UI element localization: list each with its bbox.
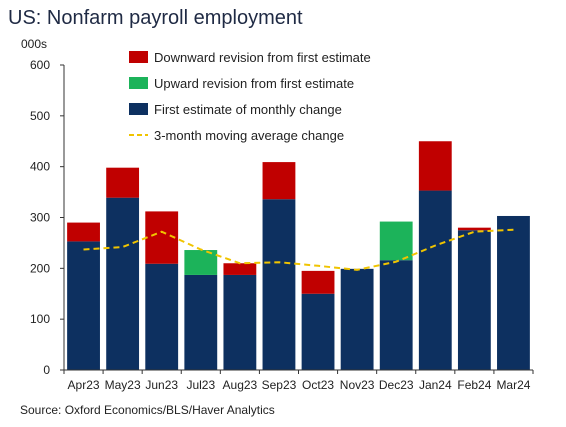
bar-first-estimate-Dec23: [379, 260, 413, 370]
bar-first-estimate-Jan24: [418, 190, 452, 370]
legend-label-upward: Upward revision from first estimate: [154, 76, 354, 91]
legend-label-moving-average: 3-month moving average change: [154, 128, 344, 143]
x-tick-label: May23: [105, 378, 141, 392]
legend-swatch-upward: [129, 77, 148, 89]
legend-label-first-estimate: First estimate of monthly change: [154, 102, 342, 117]
bar-first-estimate-Jul23: [184, 274, 218, 370]
bar-downward-revision-May23: [106, 167, 140, 198]
x-tick-label: Feb24: [457, 378, 491, 392]
y-tick-label: 200: [30, 261, 50, 275]
bar-downward-revision-Feb24: [457, 227, 491, 231]
x-tick-label: Mar24: [496, 378, 530, 392]
y-tick-label: 500: [30, 109, 50, 123]
bar-first-estimate-Mar24: [497, 215, 530, 370]
bar-upward-revision-Dec23: [379, 221, 413, 261]
bar-upward-revision-Jul23: [184, 250, 218, 275]
x-tick-label: Oct23: [302, 378, 334, 392]
bar-first-estimate-Apr23: [67, 241, 100, 370]
legend: Downward revision from first estimate Upw…: [129, 50, 371, 143]
x-tick-label: Dec23: [379, 378, 414, 392]
bars-layer: [67, 141, 530, 370]
x-tick-label: Jul23: [186, 378, 215, 392]
x-tick-label: Aug23: [223, 378, 258, 392]
bar-first-estimate-Nov23: [340, 268, 374, 370]
x-tick-label: Nov23: [340, 378, 375, 392]
chart-title: US: Nonfarm payroll employment: [8, 7, 303, 29]
axes-layer: 0 100 200 300 400 500 600 Apr23 May23 Jun23 Jul23 A…: [30, 58, 534, 392]
x-tick-label: Apr23: [68, 378, 100, 392]
bar-first-estimate-Jun23: [145, 263, 179, 370]
legend-swatch-first-estimate: [129, 103, 148, 115]
y-tick-label: 0: [43, 363, 50, 377]
y-tick-label: 600: [30, 58, 50, 72]
legend-swatch-downward: [129, 51, 148, 63]
bar-downward-revision-Oct23: [301, 270, 335, 294]
source-note: Source: Oxford Economics/BLS/Haver Analy…: [20, 403, 275, 417]
x-tick-label: Sep23: [262, 378, 297, 392]
y-tick-label: 300: [30, 211, 50, 225]
moving-average-line: [83, 228, 514, 271]
y-tick-label: 400: [30, 160, 50, 174]
bar-downward-revision-Jan24: [418, 141, 452, 191]
moving-average-layer: [83, 228, 514, 271]
bar-first-estimate-Oct23: [301, 293, 335, 370]
bar-first-estimate-Feb24: [457, 230, 491, 370]
bar-first-estimate-Aug23: [223, 274, 257, 370]
bar-first-estimate-Sep23: [262, 199, 296, 370]
y-axis-unit: 000s: [21, 37, 48, 51]
legend-label-downward: Downward revision from first estimate: [154, 50, 371, 65]
y-tick-label: 100: [30, 312, 50, 326]
bar-first-estimate-May23: [106, 197, 140, 370]
bar-downward-revision-Aug23: [223, 263, 257, 275]
x-tick-label: Jun23: [145, 378, 178, 392]
x-tick-label: Jan24: [419, 378, 452, 392]
bar-downward-revision-Apr23: [67, 222, 100, 242]
bar-downward-revision-Sep23: [262, 162, 296, 200]
